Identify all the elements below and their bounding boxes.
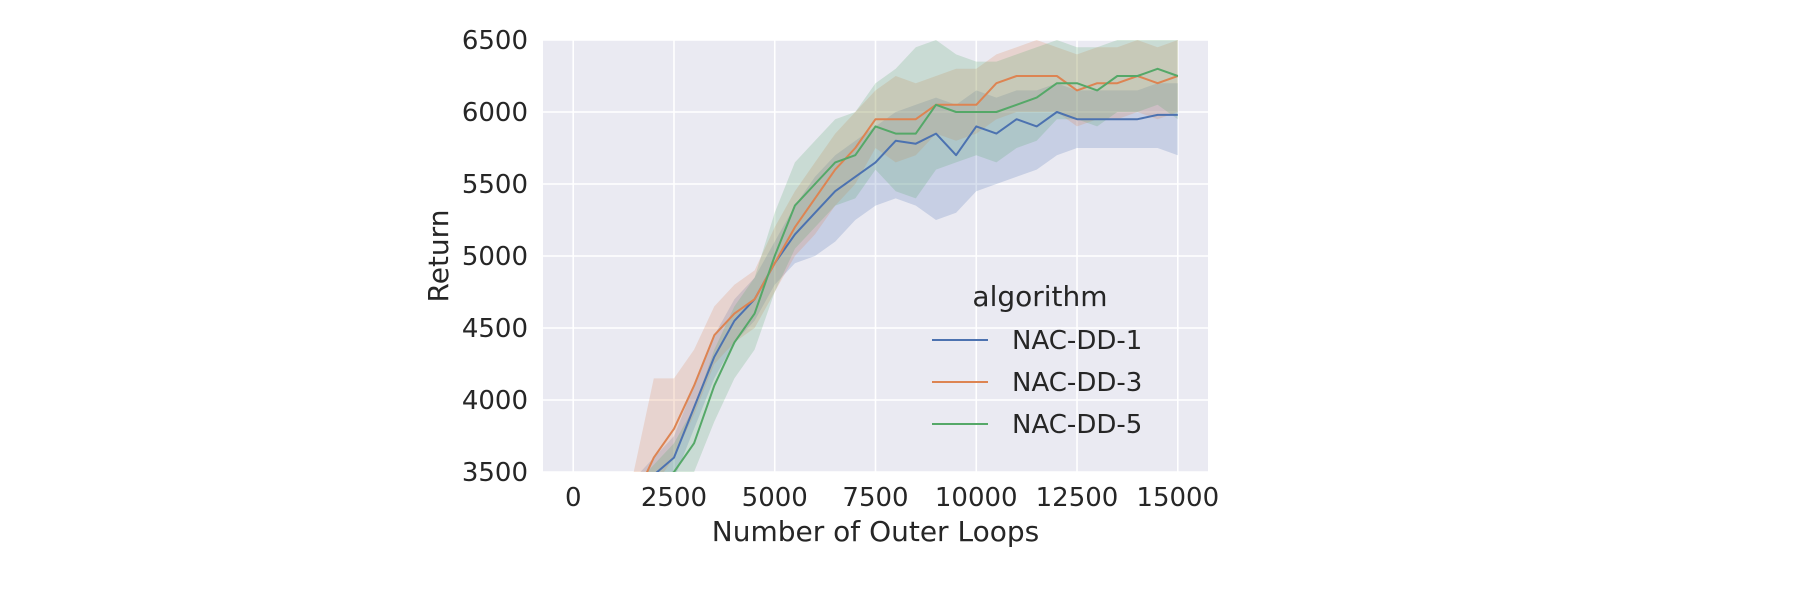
x-tick-label: 12500 <box>1036 483 1119 513</box>
y-tick-label: 6500 <box>462 26 528 56</box>
x-tick-label: 2500 <box>641 483 707 513</box>
y-tick-label: 6000 <box>462 98 528 128</box>
series-layer <box>633 40 1179 472</box>
legend-entry-label: NAC-DD-1 <box>1012 326 1142 356</box>
y-tick-label: 4000 <box>462 386 528 416</box>
x-axis-label: Number of Outer Loops <box>712 515 1039 548</box>
confidence-band-NAC-DD-1 <box>640 83 1178 472</box>
y-axis-ticks: 3500 4000 4500 5000 5500 6000 6500 <box>462 26 528 488</box>
y-tick-label: 5500 <box>462 170 528 200</box>
confidence-band-NAC-DD-3 <box>633 40 1178 472</box>
x-tick-label: 7500 <box>842 483 908 513</box>
y-tick-label: 4500 <box>462 314 528 344</box>
series-line-NAC-DD-5 <box>672 67 1179 472</box>
legend: algorithm NAC-DD-1 NAC-DD-3 NAC-DD-5 <box>932 280 1142 440</box>
y-axis-label: Return <box>422 210 455 303</box>
x-tick-label: 15000 <box>1136 483 1219 513</box>
x-tick-label: 10000 <box>935 483 1018 513</box>
legend-title: algorithm <box>972 280 1107 313</box>
x-axis-ticks: 0 2500 5000 7500 10000 12500 15000 <box>565 483 1219 513</box>
x-tick-label: 5000 <box>742 483 808 513</box>
y-tick-label: 5000 <box>462 242 528 272</box>
x-tick-label: 0 <box>565 483 582 513</box>
legend-entry-label: NAC-DD-5 <box>1012 410 1142 440</box>
legend-entry-label: NAC-DD-3 <box>1012 368 1142 398</box>
y-tick-label: 3500 <box>462 458 528 488</box>
series-line-NAC-DD-1 <box>655 111 1178 472</box>
